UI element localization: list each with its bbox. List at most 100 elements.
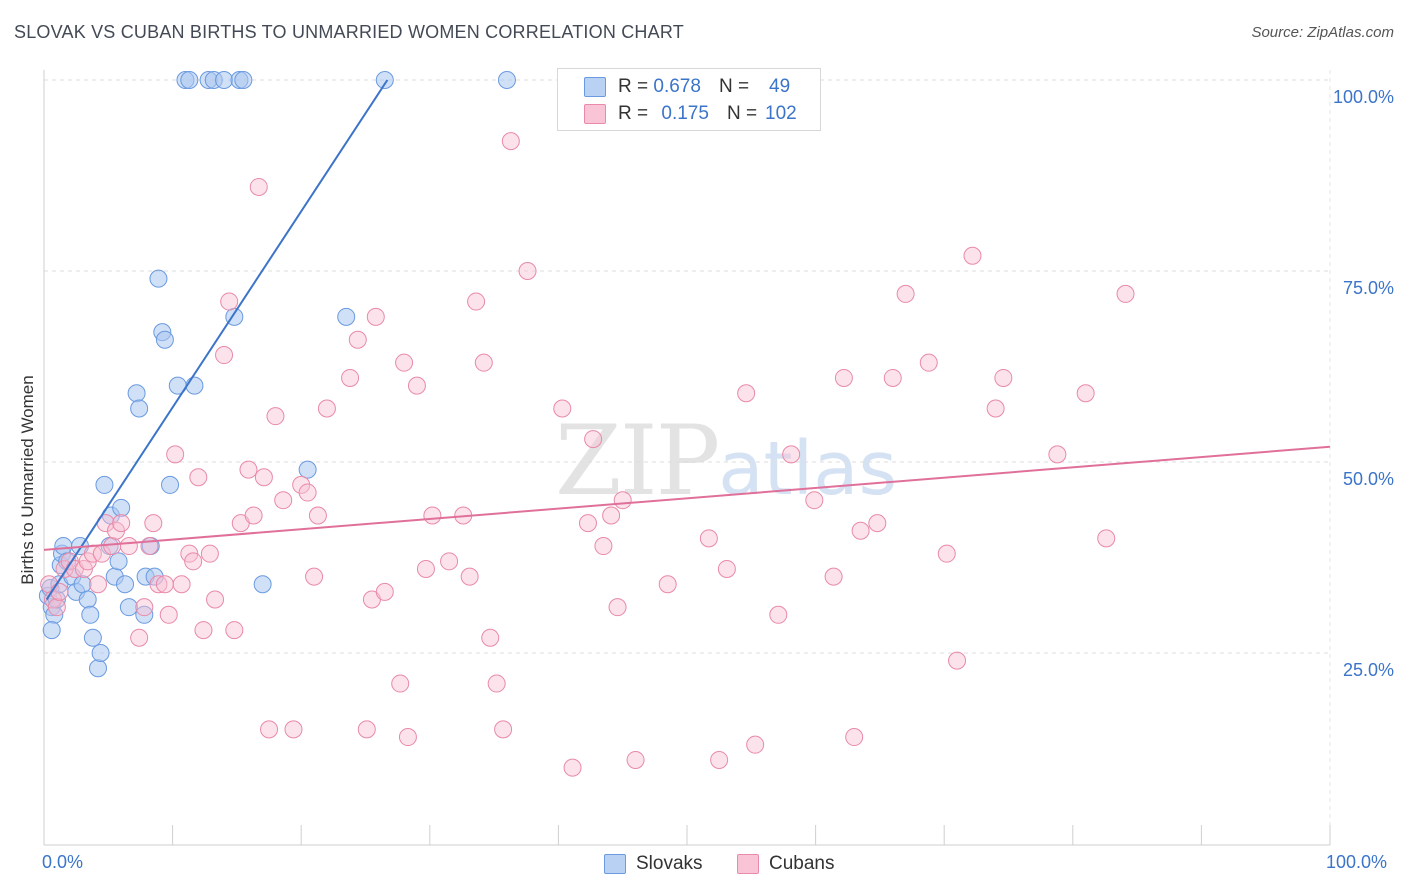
cubans-point-58: [407, 376, 426, 395]
cubans-point-15: [112, 514, 131, 533]
slovaks-point-29: [130, 399, 149, 418]
slovaks-trend-line: [45, 79, 389, 601]
cubans-point-57: [398, 728, 417, 747]
cubans-point-81: [699, 529, 718, 548]
slovaks-r-value: 0.678: [653, 76, 701, 97]
cubans-point-17: [130, 628, 149, 647]
cubans-point-96: [919, 353, 938, 372]
cubans-point-84: [737, 384, 756, 403]
slovaks-point-17: [83, 628, 102, 647]
slovaks-point-14: [73, 575, 92, 594]
cubans-point-79: [626, 750, 645, 769]
cubans-point-86: [769, 605, 788, 624]
cubans-point-36: [239, 460, 258, 479]
grid-lines: [44, 70, 1331, 845]
slovaks-point-47: [234, 71, 253, 89]
cubans-point-37: [244, 506, 263, 525]
cubans-point-92: [851, 521, 870, 540]
bottom-legend-cubans: Cubans: [737, 852, 835, 876]
cubans-point-31: [206, 590, 225, 609]
slovaks-point-28: [127, 384, 146, 403]
cubans-point-89: [824, 567, 843, 586]
cubans-point-66: [481, 628, 500, 647]
y-tick-25: 25.0%: [1342, 660, 1394, 680]
slovaks-point-48: [253, 575, 272, 594]
cubans-point-73: [578, 514, 597, 533]
slovaks-point-51: [375, 71, 394, 89]
n-label: N =: [726, 103, 758, 124]
cubans-point-91: [845, 728, 864, 747]
slovaks-point-19: [91, 644, 110, 662]
cubans-point-10: [89, 575, 108, 594]
cubans-point-104: [1097, 529, 1116, 548]
cubans-legend-label: Cubans: [769, 853, 835, 874]
r-label: R =: [618, 76, 649, 97]
cubans-point-100: [986, 399, 1005, 418]
cubans-point-69: [501, 132, 520, 151]
cubans-point-49: [341, 368, 360, 387]
cubans-point-33: [220, 292, 239, 311]
cubans-point-65: [474, 353, 493, 372]
cubans-point-105: [1116, 284, 1135, 303]
cubans-point-98: [948, 651, 967, 670]
y-axis-label: Births to Unmarried Women: [18, 375, 37, 585]
cubans-point-25: [172, 575, 191, 594]
slovaks-point-16: [81, 605, 100, 624]
cubans-trend-line: [43, 445, 1331, 551]
cubans-point-97: [937, 544, 956, 563]
x-tick-0: 0.0%: [42, 852, 84, 872]
cubans-point-53: [366, 307, 385, 326]
cubans-point-75: [594, 537, 613, 556]
x-tick-100: 100.0%: [1326, 852, 1388, 872]
cubans-point-42: [274, 491, 293, 510]
cubans-point-74: [584, 430, 603, 449]
cubans-point-56: [395, 353, 414, 372]
slovaks-points: [38, 71, 516, 678]
cubans-point-18: [135, 598, 154, 617]
slovaks-point-40: [180, 71, 199, 89]
cubans-r-value: 0.175: [661, 103, 709, 124]
cubans-point-43: [284, 720, 303, 739]
cubans-point-29: [194, 621, 213, 640]
cubans-point-94: [883, 368, 902, 387]
cubans-point-99: [963, 246, 982, 265]
slovaks-point-44: [215, 71, 234, 89]
correlation-legend: R = 0.678 N = 49 R = 0.175 N = 102: [557, 68, 821, 131]
cubans-point-22: [155, 575, 174, 594]
cubans-point-40: [260, 720, 279, 739]
cubans-point-78: [613, 491, 632, 510]
slovaks-point-5: [42, 621, 61, 640]
chart-title: SLOVAK VS CUBAN BIRTHS TO UNMARRIED WOME…: [14, 22, 684, 42]
slovaks-point-30: [135, 605, 154, 624]
slovaks-point-15: [78, 590, 97, 609]
cubans-point-71: [553, 399, 572, 418]
cubans-point-41: [266, 407, 285, 426]
bottom-legend-slovaks: Slovaks: [604, 852, 703, 876]
cubans-point-85: [746, 735, 765, 754]
slovaks-point-50: [337, 307, 356, 326]
cubans-point-27: [184, 552, 203, 571]
cubans-point-23: [159, 605, 178, 624]
cubans-point-48: [317, 399, 336, 418]
y-tick-50: 50.0%: [1342, 469, 1394, 489]
cubans-points: [40, 132, 1135, 777]
cubans-point-45: [298, 483, 317, 502]
cubans-point-24: [166, 445, 185, 464]
legend-row-slovaks: R = 0.678 N = 49: [584, 75, 790, 99]
cubans-point-13: [103, 537, 122, 556]
cubans-point-68: [494, 720, 513, 739]
slovaks-point-9: [54, 537, 73, 556]
cubans-point-2: [47, 598, 66, 617]
legend-row-cubans: R = 0.175 N = 102: [584, 102, 797, 126]
cubans-point-77: [608, 598, 627, 617]
cubans-point-64: [467, 292, 486, 311]
cubans-point-72: [563, 758, 582, 777]
cubans-point-51: [357, 720, 376, 739]
cubans-point-44: [292, 475, 311, 494]
slovaks-legend-label: Slovaks: [636, 853, 703, 874]
cubans-point-32: [215, 346, 234, 365]
y-tick-100: 100.0%: [1332, 87, 1394, 107]
cubans-point-88: [805, 491, 824, 510]
slovaks-legend-swatch: [604, 854, 626, 874]
slovaks-point-25: [112, 498, 131, 517]
